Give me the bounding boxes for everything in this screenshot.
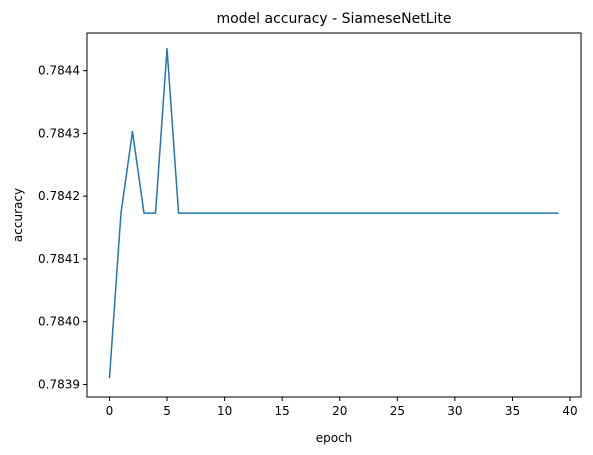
- x-axis-ticks: 0 5 10 15 20 25 30 35 40: [106, 397, 578, 418]
- x-tick-label: 20: [332, 404, 347, 418]
- plot-frame: [86, 32, 582, 398]
- y-axis-ticks: 0.7839 0.7840 0.7841 0.7842 0.7843 0.7844: [38, 64, 87, 391]
- x-tick-label: 0: [106, 404, 114, 418]
- y-tick-label: 0.7842: [38, 189, 80, 203]
- y-tick-label: 0.7843: [38, 126, 80, 140]
- accuracy-series-line: [108, 47, 559, 379]
- x-tick-label: 25: [390, 404, 405, 418]
- y-tick-label: 0.7840: [38, 315, 80, 329]
- y-tick-label: 0.7839: [38, 377, 80, 391]
- y-tick-label: 0.7844: [38, 64, 80, 78]
- x-tick-label: 15: [275, 404, 290, 418]
- y-axis-label: accuracy: [11, 188, 25, 242]
- x-axis-label: epoch: [316, 431, 353, 445]
- x-tick-label: 40: [562, 404, 577, 418]
- x-tick-label: 10: [217, 404, 232, 418]
- x-tick-label: 30: [447, 404, 462, 418]
- x-tick-label: 5: [163, 404, 171, 418]
- x-tick-label: 35: [505, 404, 520, 418]
- chart-title: model accuracy - SiameseNetLite: [216, 11, 451, 27]
- plot-area: 0 5 10 15 20 25 30 35 40 0.7839 0.7840 0.7841 0.784…: [38, 32, 582, 418]
- y-tick-label: 0.7841: [38, 252, 80, 266]
